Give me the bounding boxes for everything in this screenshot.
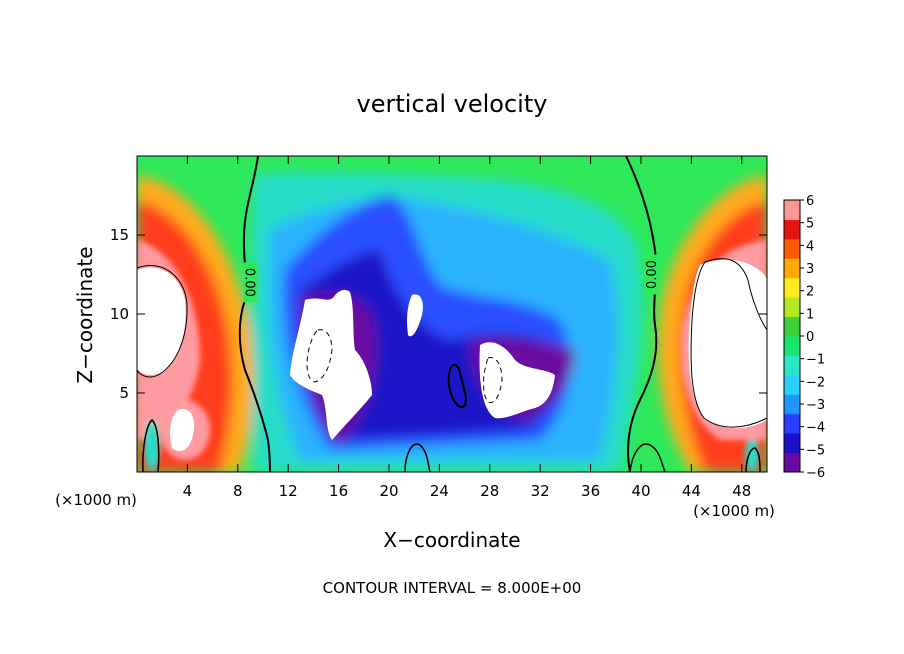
x-tick-label: 44 bbox=[682, 482, 701, 500]
colorbar-swatch bbox=[784, 258, 800, 279]
contour-label-background bbox=[243, 262, 258, 303]
zero-contour-island bbox=[447, 364, 467, 409]
x-tick-label: 28 bbox=[480, 482, 499, 500]
colorbar-swatch bbox=[784, 219, 800, 240]
y-tick-label: 5 bbox=[119, 384, 129, 402]
contour-west-positive bbox=[137, 265, 188, 378]
saturated-west-bottom bbox=[170, 408, 195, 452]
x-unit-label-left: (×1000 m) bbox=[55, 491, 137, 509]
colorbar-swatch bbox=[784, 316, 800, 337]
zero-contour-east bbox=[625, 156, 658, 472]
colorbar-tick-label: 2 bbox=[806, 285, 814, 300]
x-tick-label: 16 bbox=[329, 482, 348, 500]
zero-contour-label: 0.00 bbox=[645, 260, 660, 289]
colorbar-swatch bbox=[784, 452, 800, 473]
colorbar-tick-label: 6 bbox=[806, 194, 814, 209]
x-tick-label: 40 bbox=[631, 482, 650, 500]
colorbar-tick-label: −5 bbox=[806, 443, 825, 458]
velocity-field bbox=[137, 156, 767, 472]
contour-bottom-small-east bbox=[629, 443, 666, 472]
contour-label-background bbox=[644, 254, 659, 295]
colorbar-tick-label: 4 bbox=[806, 239, 814, 254]
y-axis: 5 10 15 bbox=[110, 226, 767, 402]
updraft-east-orange bbox=[657, 175, 767, 472]
colorbar-swatch bbox=[784, 394, 800, 415]
east-cyan-patch bbox=[745, 439, 759, 471]
saturated-west-downdraft bbox=[290, 289, 372, 440]
saturated-mid-downdraft bbox=[407, 294, 423, 337]
colorbar-swatch bbox=[784, 413, 800, 434]
contour-east-cyan bbox=[745, 447, 761, 472]
chart-title: vertical velocity bbox=[357, 90, 548, 118]
colorbar-tick-label: −4 bbox=[806, 421, 825, 436]
west-cyan-patch bbox=[144, 420, 160, 470]
x-tick-label: 4 bbox=[183, 482, 193, 500]
x-tick-label: 12 bbox=[279, 482, 298, 500]
zero-contour-west bbox=[238, 156, 271, 472]
colorbar-swatch bbox=[784, 336, 800, 356]
saturated-east-downdraft bbox=[479, 342, 555, 419]
colorbar-swatch bbox=[784, 355, 800, 376]
y-tick-label: 15 bbox=[110, 226, 129, 244]
y-axis-label: Z−coordinate bbox=[73, 246, 97, 383]
contour-east-positive bbox=[690, 258, 767, 428]
contour-bottom-small bbox=[404, 443, 431, 472]
updraft-west-orange bbox=[137, 175, 254, 472]
colorbar-swatch bbox=[784, 374, 800, 395]
saturated-west-updraft bbox=[137, 267, 186, 375]
y-tick-label: 10 bbox=[110, 305, 129, 323]
contour-east-negative-dashed bbox=[483, 356, 503, 404]
contour-interval-text: CONTOUR INTERVAL = 8.000E+00 bbox=[323, 579, 582, 597]
x-tick-label: 20 bbox=[379, 482, 398, 500]
colorbar-swatch bbox=[784, 433, 800, 454]
colorbar-tick-label: 1 bbox=[806, 307, 814, 322]
colorbar-tick-label: 0 bbox=[806, 330, 814, 345]
colorbar-tick-label: −3 bbox=[806, 398, 825, 413]
x-unit-label-right: (×1000 m) bbox=[693, 502, 775, 520]
colorbar: 6 5 4 3 2 1 0 −1 −2 −3 −4 −5 −6 bbox=[783, 194, 825, 481]
x-tick-label: 8 bbox=[233, 482, 243, 500]
colorbar-tick-label: 5 bbox=[806, 217, 814, 232]
contour-west-cyan bbox=[142, 419, 160, 472]
colorbar-tick-label: −1 bbox=[806, 353, 825, 368]
x-tick-label: 24 bbox=[430, 482, 449, 500]
x-tick-label: 32 bbox=[531, 482, 550, 500]
colorbar-tick-label: −2 bbox=[806, 375, 825, 390]
contour-west-negative-dashed bbox=[306, 329, 333, 383]
colorbar-swatch bbox=[784, 277, 800, 298]
zero-contour-label: 0.00 bbox=[241, 268, 256, 297]
x-tick-label: 36 bbox=[581, 482, 600, 500]
colorbar-swatch bbox=[784, 297, 800, 318]
colorbar-swatch bbox=[784, 238, 800, 259]
saturated-east-updraft bbox=[688, 259, 767, 429]
colorbar-tick-label: −6 bbox=[806, 466, 825, 481]
x-tick-label: 48 bbox=[732, 482, 751, 500]
colorbar-tick-label: 3 bbox=[806, 262, 814, 277]
colorbar-swatch bbox=[784, 200, 800, 220]
x-axis-label: X−coordinate bbox=[383, 528, 520, 552]
x-axis: 4 8 12 16 20 24 28 32 36 40 44 48 bbox=[183, 156, 751, 500]
